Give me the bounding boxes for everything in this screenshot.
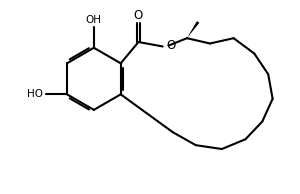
Text: HO: HO bbox=[27, 89, 43, 99]
Text: O: O bbox=[167, 39, 176, 52]
Polygon shape bbox=[187, 21, 200, 38]
Text: OH: OH bbox=[86, 15, 102, 25]
Text: O: O bbox=[134, 9, 143, 22]
